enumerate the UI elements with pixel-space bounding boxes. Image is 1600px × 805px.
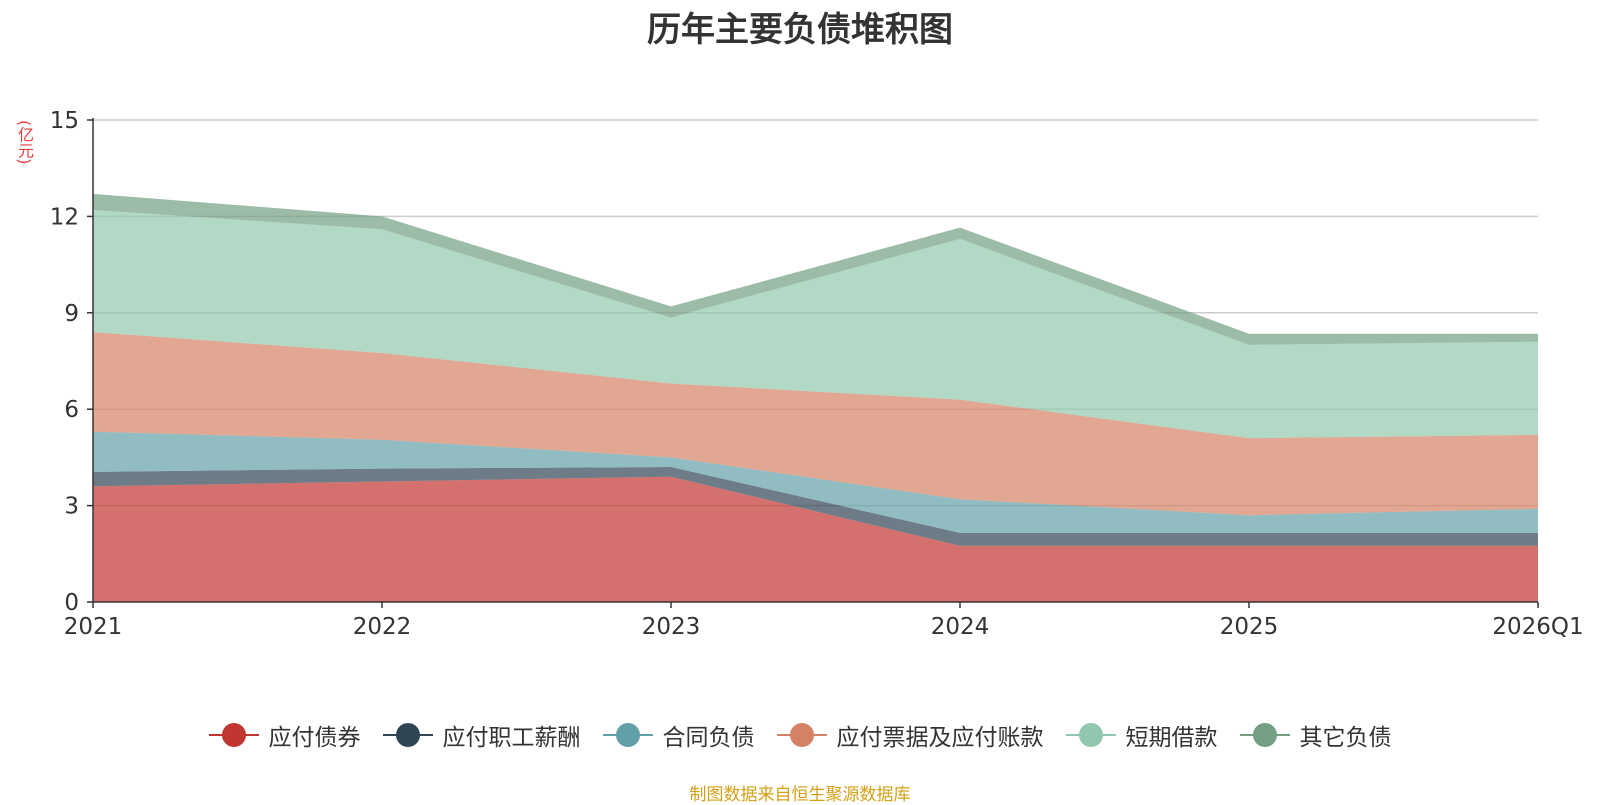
x-tick-label: 2022	[353, 614, 412, 640]
y-tick-label: 0	[64, 590, 79, 616]
legend-marker-icon	[602, 722, 653, 748]
y-tick-label: 15	[50, 108, 79, 134]
area-series-1	[93, 467, 1538, 546]
legend-marker-icon	[208, 722, 259, 748]
data-source-note: 制图数据来自恒生聚源数据库	[689, 785, 911, 805]
chart-title: 历年主要负债堆积图	[647, 10, 953, 50]
area-series-5	[93, 193, 1538, 345]
legend-item-short-term-loans[interactable]: 短期借款	[1065, 718, 1218, 752]
legend-marker-icon	[1239, 722, 1290, 748]
y-tick-label: 3	[64, 494, 79, 520]
legend-item-notes-accounts-payable[interactable]: 应付票据及应付账款	[776, 718, 1044, 752]
area-series-3	[93, 332, 1538, 516]
legend-label: 其它负债	[1299, 725, 1392, 751]
legend: 应付债券 应付职工薪酬 合同负债 应付票据及应付账款 短期借款 其它负债	[0, 718, 1600, 752]
legend-label: 应付债券	[268, 725, 361, 751]
y-tick-label: 9	[64, 301, 79, 327]
legend-item-other-liabilities[interactable]: 其它负债	[1239, 718, 1392, 752]
x-tick-label: 2026Q1	[1492, 614, 1583, 640]
legend-label: 应付票据及应付账款	[836, 725, 1044, 751]
x-tick-label: 2021	[64, 614, 123, 640]
legend-marker-icon	[776, 722, 827, 748]
legend-item-payroll-payable[interactable]: 应付职工薪酬	[382, 718, 581, 752]
legend-label: 短期借款	[1125, 725, 1218, 751]
y-tick-label: 12	[50, 204, 79, 230]
y-axis-unit: (亿元)	[15, 120, 34, 165]
x-tick-label: 2025	[1220, 614, 1279, 640]
legend-item-contract-liabilities[interactable]: 合同负债	[602, 718, 755, 752]
legend-marker-icon	[1065, 722, 1116, 748]
legend-label: 应付职工薪酬	[442, 725, 581, 751]
legend-label: 合同负债	[662, 725, 755, 751]
area-series-4	[93, 210, 1538, 439]
area-series-2	[93, 431, 1538, 533]
legend-item-bonds-payable[interactable]: 应付债券	[208, 718, 361, 752]
x-tick-label: 2023	[642, 614, 701, 640]
area-series-0	[93, 476, 1538, 602]
y-tick-label: 6	[64, 397, 79, 423]
x-tick-label: 2024	[931, 614, 990, 640]
legend-marker-icon	[382, 722, 433, 748]
